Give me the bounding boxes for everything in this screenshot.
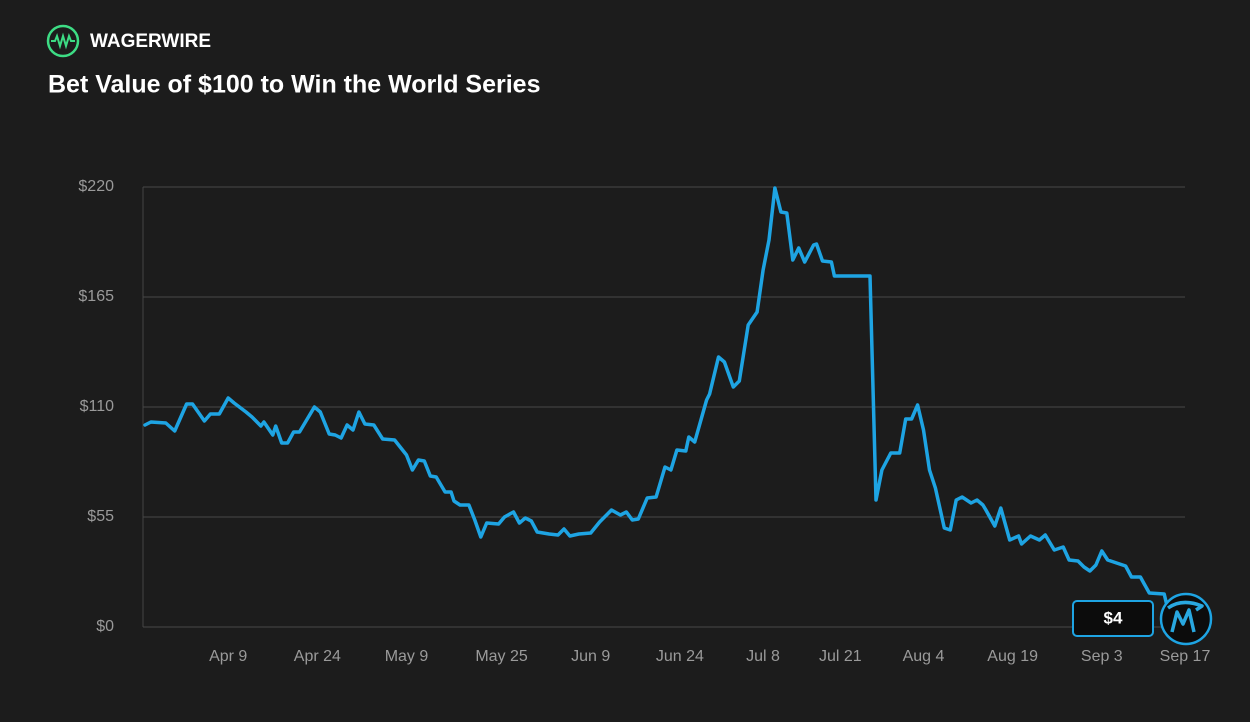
chart-title: Bet Value of $100 to Win the World Serie… xyxy=(48,71,541,99)
x-tick-label: May 25 xyxy=(475,648,528,665)
value-label-box xyxy=(1072,600,1154,637)
brand-logo xyxy=(46,24,80,58)
x-tick-label: Sep 17 xyxy=(1160,648,1211,665)
team-logo-mark xyxy=(1166,600,1204,633)
y-tick-label: $165 xyxy=(78,288,114,305)
x-tick-label: Jul 21 xyxy=(819,648,862,665)
team-logo xyxy=(1159,592,1213,646)
brand-name: WAGERWIRE xyxy=(90,31,211,52)
x-tick-label: Aug 19 xyxy=(987,648,1038,665)
value-label-text: $4 xyxy=(1104,608,1123,627)
y-tick-label: $110 xyxy=(80,398,115,415)
x-tick-label: Jun 9 xyxy=(571,648,610,665)
x-tick-label: Apr 9 xyxy=(209,648,247,665)
x-tick-label: Jul 8 xyxy=(746,648,780,665)
value-label: $4 xyxy=(1072,592,1213,646)
y-tick-label: $55 xyxy=(87,508,114,525)
x-tick-label: Sep 3 xyxy=(1081,648,1123,665)
x-tick-label: Aug 4 xyxy=(903,648,945,665)
x-tick-label: Apr 24 xyxy=(294,648,341,665)
x-tick-label: Jun 24 xyxy=(656,648,704,665)
line-series xyxy=(143,186,1172,621)
y-tick-label: $220 xyxy=(78,178,114,195)
x-tick-label: May 9 xyxy=(385,648,429,665)
y-tick-label: $0 xyxy=(96,618,114,635)
